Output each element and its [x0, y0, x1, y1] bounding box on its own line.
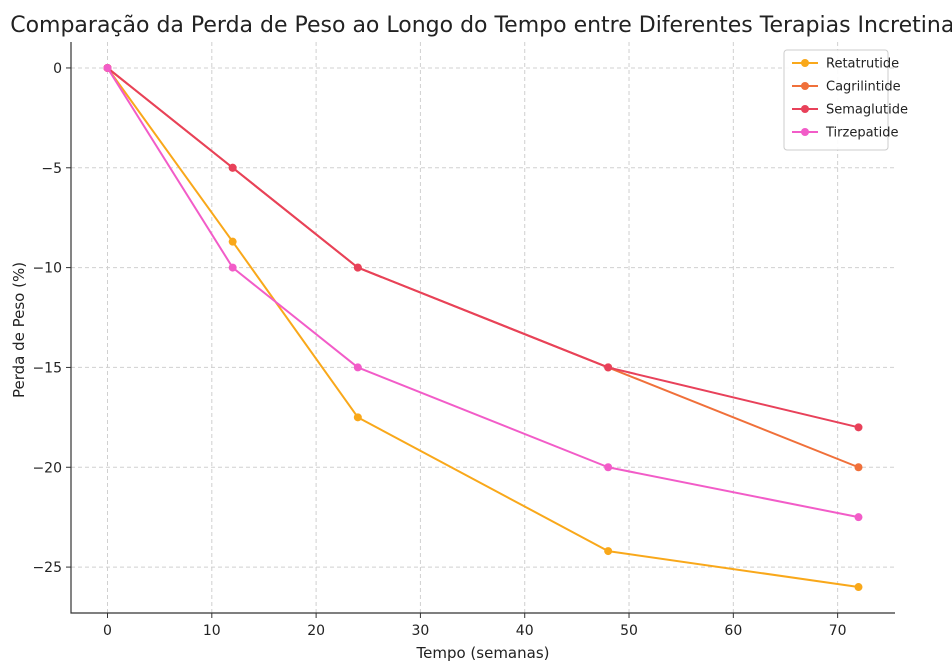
legend-marker	[801, 105, 809, 113]
legend-label: Cagrilintide	[826, 80, 901, 95]
x-tick-label: 50	[620, 623, 638, 639]
y-axis-label: Perda de Peso (%)	[10, 262, 28, 398]
x-tick-label: 40	[516, 623, 534, 639]
legend-marker	[801, 59, 809, 67]
chart-title: Comparação da Perda de Peso ao Longo do …	[10, 13, 952, 38]
data-point-retatrutide	[604, 547, 613, 556]
series-lines	[103, 63, 863, 592]
x-tick-label: 20	[307, 623, 325, 639]
data-point-retatrutide	[854, 583, 863, 592]
data-point-semaglutide	[353, 263, 362, 272]
x-axis-label: Tempo (semanas)	[416, 644, 550, 662]
x-tick-label: 30	[412, 623, 430, 639]
y-tick-label: −5	[41, 161, 62, 177]
data-point-cagrilintide	[854, 463, 863, 472]
data-point-tirzepatide	[854, 513, 863, 522]
y-tick-label: −25	[32, 560, 62, 576]
data-point-semaglutide	[604, 363, 613, 372]
data-point-semaglutide	[228, 163, 237, 172]
x-tick-label: 10	[203, 623, 221, 639]
legend-label: Retatrutide	[826, 57, 899, 72]
y-tick-label: 0	[53, 61, 62, 77]
data-point-tirzepatide	[353, 363, 362, 372]
data-point-tirzepatide	[604, 463, 613, 472]
x-tick-label: 0	[103, 623, 112, 639]
legend-marker	[801, 82, 809, 90]
legend: Retatrutide Cagrilintide Semaglutide Tirzep…	[783, 49, 908, 151]
legend-marker	[801, 128, 809, 136]
y-tick-label: −20	[32, 460, 62, 476]
legend-box	[783, 49, 889, 151]
legend-label: Tirzepatide	[825, 126, 899, 141]
data-point-tirzepatide	[103, 63, 112, 72]
axis-frame	[70, 42, 895, 614]
y-tick-label: −15	[32, 360, 62, 376]
legend-label: Semaglutide	[826, 103, 908, 118]
y-tick-label: −10	[32, 261, 62, 277]
x-tick-label: 70	[829, 623, 847, 639]
axes: 0 10 20 30 40 50 60 70 0 −5 −10 −15 −20 −25	[32, 42, 895, 639]
data-point-tirzepatide	[228, 263, 237, 272]
series-line-tirzepatide	[106, 67, 859, 519]
grid	[71, 42, 895, 613]
series-line-retatrutide	[106, 67, 859, 589]
data-point-retatrutide	[228, 237, 237, 246]
x-tick-label: 60	[724, 623, 742, 639]
data-point-semaglutide	[854, 423, 863, 432]
data-point-retatrutide	[353, 413, 362, 422]
